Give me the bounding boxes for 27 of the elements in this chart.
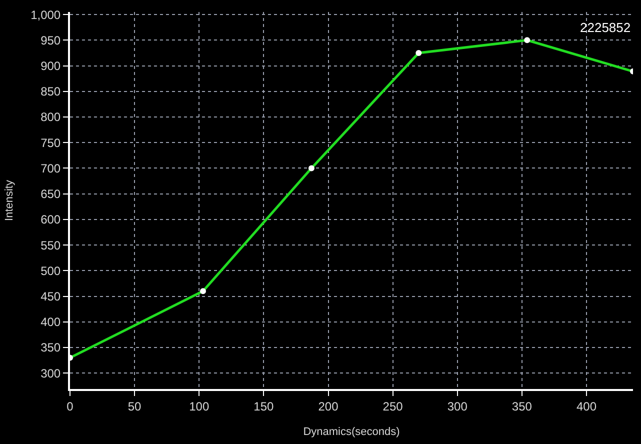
y-tick-label: 950: [40, 33, 61, 48]
x-tick-label: 50: [128, 399, 142, 414]
x-tick-label: 300: [447, 399, 468, 414]
y-tick-label: 300: [40, 366, 61, 380]
y-tick-label: 900: [40, 58, 61, 73]
x-tick-label: 150: [254, 399, 274, 414]
y-tick-label: 350: [40, 340, 61, 355]
y-axis-title: Intensity: [4, 180, 16, 221]
y-tick-label: 750: [40, 136, 61, 150]
annotation: 2225852: [580, 20, 631, 35]
y-tick-label: 500: [40, 264, 61, 278]
y-tick-label: 650: [40, 187, 61, 202]
x-tick-label: 200: [318, 399, 339, 414]
x-tick-label: 100: [189, 399, 210, 414]
y-tick-label: 1,000: [30, 8, 61, 22]
y-tick-label: 600: [40, 212, 61, 227]
y-tick-label: 550: [40, 238, 61, 252]
y-tick-label: 850: [40, 84, 61, 99]
x-tick-label: 0: [66, 399, 74, 414]
x-tick-label: 350: [512, 399, 532, 414]
y-tick-label: 400: [40, 315, 61, 330]
y-tick-label: 700: [40, 161, 61, 176]
y-tick-label: 800: [40, 110, 61, 124]
y-tick-label: 450: [40, 289, 61, 304]
x-tick-label: 400: [576, 399, 597, 414]
x-tick-label: 250: [382, 399, 404, 414]
x-axis-title: Dynamics(seconds): [303, 426, 400, 438]
